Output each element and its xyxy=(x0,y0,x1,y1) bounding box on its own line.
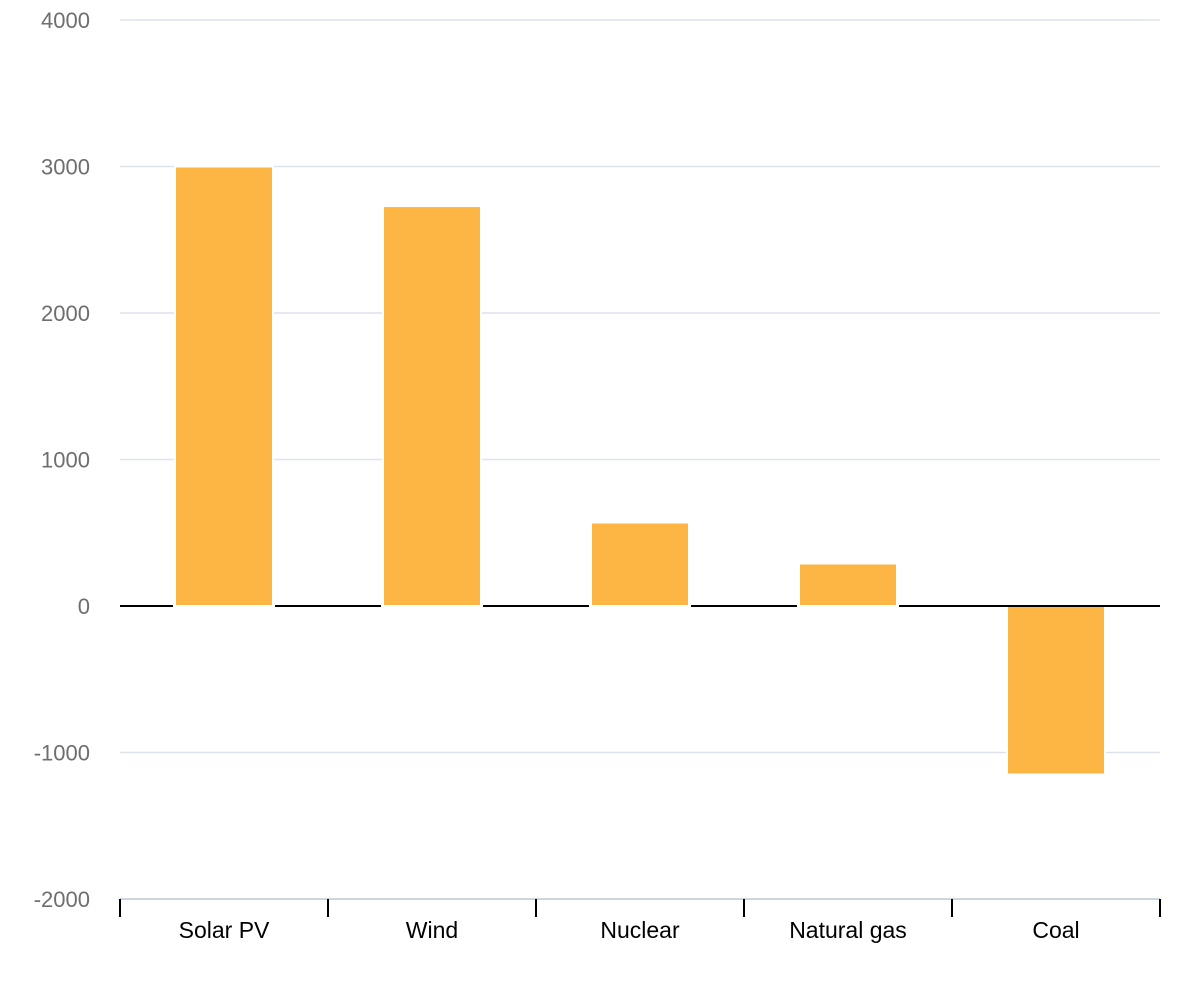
bar-solar-pv xyxy=(174,165,274,607)
y-tick-label: 2000 xyxy=(41,301,90,326)
axis-layer xyxy=(119,605,1161,917)
bar-nuclear xyxy=(590,521,690,607)
bar-natural-gas xyxy=(798,562,898,608)
y-tick-label: 0 xyxy=(78,594,90,619)
grid-layer xyxy=(120,19,1160,754)
y-tick-label: 4000 xyxy=(41,8,90,33)
y-tick-label: 1000 xyxy=(41,448,90,473)
bar-wind xyxy=(382,205,482,607)
x-tick-label: Natural gas xyxy=(789,917,907,943)
bar-coal xyxy=(1006,605,1106,776)
y-tick-label: -1000 xyxy=(34,741,90,766)
y-tick-label: 3000 xyxy=(41,155,90,180)
x-tick-label: Wind xyxy=(406,917,458,943)
bar-layer xyxy=(174,165,1106,776)
label-layer: 4000 3000 2000 1000 0 -1000 -2000 Solar PV Wind N… xyxy=(34,8,1080,943)
y-tick-label: -2000 xyxy=(34,887,90,912)
x-tick-label: Coal xyxy=(1032,917,1079,943)
x-tick-label: Solar PV xyxy=(179,917,270,943)
x-tick-label: Nuclear xyxy=(600,917,680,943)
